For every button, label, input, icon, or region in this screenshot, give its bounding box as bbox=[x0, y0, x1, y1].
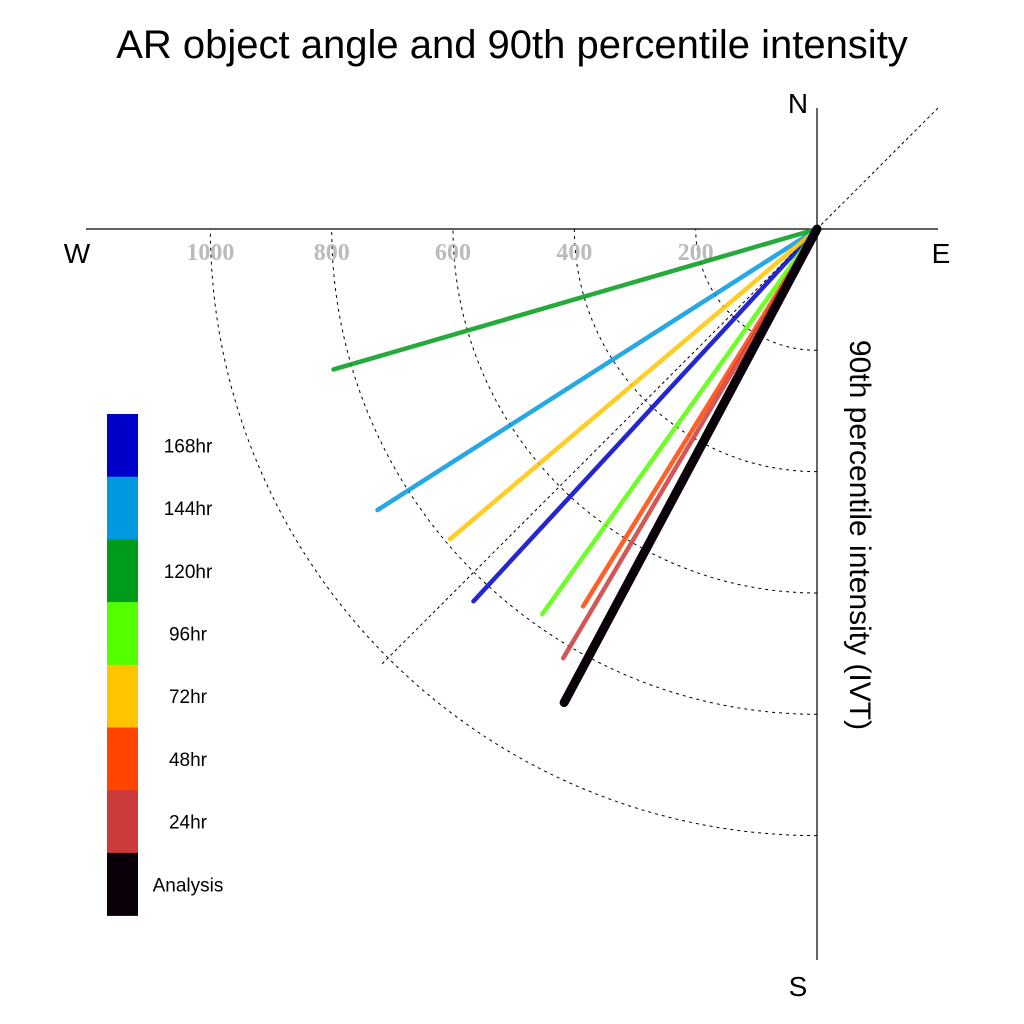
legend-label: 96hr bbox=[169, 624, 208, 645]
compass-north-label: N bbox=[788, 88, 808, 119]
legend-swatch-168hr bbox=[107, 414, 138, 477]
compass-west-label: W bbox=[64, 238, 91, 269]
compass-south-label: S bbox=[789, 971, 808, 1002]
compass-east-label: E bbox=[932, 238, 951, 269]
legend-label: Analysis bbox=[153, 875, 224, 896]
intensity-vectors bbox=[331, 224, 822, 708]
radial-axis-label: 90th percentile intensity (IVT) bbox=[843, 340, 876, 730]
radial-tick-label: 800 bbox=[314, 240, 350, 266]
radial-tick-label: 600 bbox=[435, 240, 471, 266]
radial-ring bbox=[452, 228, 818, 594]
chart-title: AR object angle and 90th percentile inte… bbox=[116, 23, 908, 67]
legend-swatch-96hr bbox=[107, 602, 138, 666]
legend-swatch-120hr bbox=[107, 539, 138, 603]
radial-ring bbox=[209, 228, 818, 837]
legend-swatch-24hr bbox=[107, 790, 138, 854]
legend-label: 144hr bbox=[164, 499, 213, 520]
radial-tick-label: 1000 bbox=[186, 240, 234, 266]
vector-72hr bbox=[447, 226, 820, 542]
vector-120hr bbox=[331, 226, 820, 372]
vector-analysis bbox=[559, 224, 822, 708]
legend-label: 72hr bbox=[169, 687, 208, 708]
radial-rings bbox=[209, 228, 818, 837]
radial-ring bbox=[331, 228, 818, 715]
legend-label: 168hr bbox=[164, 436, 213, 457]
vector-96hr bbox=[539, 226, 820, 617]
legend: 168hr 144hr 120hr 96hr 72hr 48hr 24hr Analysis bbox=[107, 414, 223, 916]
legend-swatch-72hr bbox=[107, 664, 138, 728]
legend-label: 120hr bbox=[164, 562, 213, 583]
vector-168hr bbox=[471, 226, 820, 604]
legend-swatch-144hr bbox=[107, 476, 138, 540]
vector-144hr bbox=[375, 226, 820, 513]
radial-ring bbox=[573, 228, 818, 473]
legend-label: 24hr bbox=[169, 813, 208, 834]
northeast-diagonal bbox=[816, 105, 941, 230]
legend-label: 48hr bbox=[169, 750, 208, 771]
legend-swatch-48hr bbox=[107, 727, 138, 791]
legend-swatch-analysis bbox=[107, 852, 138, 916]
radial-tick-label: 400 bbox=[556, 240, 592, 266]
southwest-diagonal bbox=[379, 228, 818, 667]
